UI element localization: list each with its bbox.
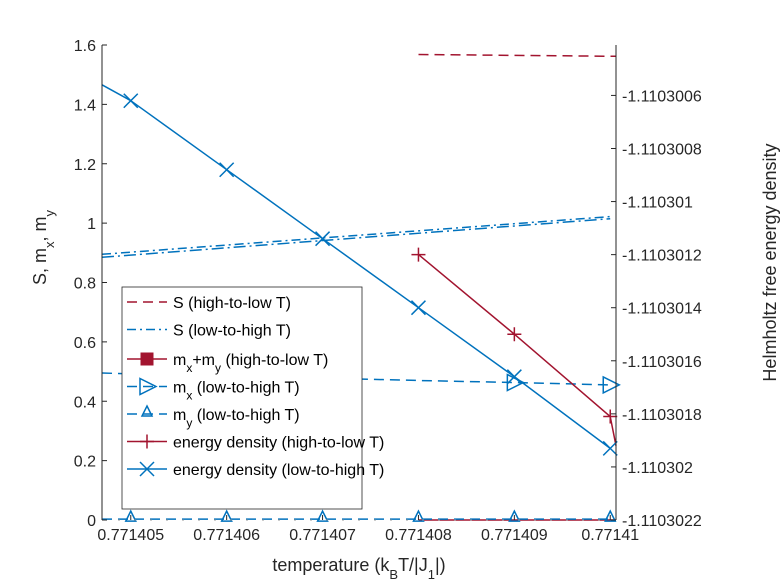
y-right-tick-label: -1.1103016 (622, 354, 702, 371)
series-line-s-low-to-high-t-2 (101, 217, 611, 259)
y-right-tick-label: -1.110301 (622, 195, 693, 212)
x-tick-label: 0.771408 (385, 527, 452, 544)
marker-energy-density-low-to-high-t (315, 231, 331, 247)
y-left-tick-label: 1.4 (74, 97, 96, 114)
marker-energy-density-low-to-high-t (123, 93, 139, 109)
legend-entry: mx (low-to-high T) (127, 377, 300, 403)
marker-m-y-low-to-high-t (412, 509, 425, 522)
y-left-axis-ticks: 0 0.2 0.4 0.6 0.8 1 1.2 1.4 1.6 (74, 38, 107, 530)
marker-energy-density-high-to-low-t (603, 409, 618, 424)
y-right-tick-label: -1.1103008 (622, 141, 702, 158)
y-right-tick-label: -1.110302 (622, 460, 693, 477)
legend-label: energy density (low-to-high T) (173, 462, 384, 479)
x-tick-label: 0.771409 (481, 527, 548, 544)
y-left-tick-label: 1 (87, 216, 96, 233)
marker-m-y-low-to-high-t (508, 509, 521, 522)
marker-energy-density-low-to-high-t (602, 440, 618, 456)
y-left-tick-label: 0.6 (74, 335, 96, 352)
legend-entry: energy density (low-to-high T) (127, 461, 384, 479)
legend-label: mx (low-to-high T) (173, 380, 300, 403)
legend: S (high-to-low T) S (low-to-high T) mx+my … (121, 286, 384, 510)
x-tick-label: 0.771406 (193, 527, 260, 544)
y-left-tick-label: 1.6 (74, 38, 96, 55)
y-left-axis-label: S, mx, my (30, 209, 57, 285)
y-right-tick-label: -1.1103012 (622, 248, 702, 265)
y-left-tick-label: 0.2 (74, 454, 96, 471)
y-left-tick-label: 0.4 (74, 394, 96, 411)
legend-entry: energy density (high-to-low T) (127, 434, 384, 452)
legend-marker-plus (140, 434, 154, 449)
legend-marker-triangle-up (140, 404, 154, 417)
plot-lines (101, 53, 621, 522)
legend-marker-triangle-right (139, 377, 158, 396)
legend-label: my (low-to-high T) (173, 407, 300, 430)
marker-m-y-low-to-high-t (316, 509, 329, 522)
legend-label: mx+my (high-to-low T) (173, 352, 328, 375)
marker-m-y-low-to-high-t (604, 509, 617, 522)
y-left-tick-label: 1.2 (74, 157, 96, 174)
y-right-tick-label: -1.1103022 (622, 513, 702, 530)
x-tick-label: 0.771407 (289, 527, 356, 544)
x-axis-ticks: 0.771405 0.771406 0.771407 0.771408 0.771409… (97, 515, 639, 544)
series-line-energy-density-high-to-low-t (418, 254, 617, 446)
legend-entry: S (low-to-high T) (127, 323, 291, 340)
marker-energy-density-low-to-high-t (410, 300, 426, 316)
y-left-tick-label: 0 (87, 513, 96, 530)
marker-energy-density-high-to-low-t (411, 247, 426, 262)
legend-entry: my (low-to-high T) (127, 404, 300, 430)
y-right-axis-label: Helmholtz free energy density (760, 143, 780, 381)
series-line-s-low-to-high-t (101, 215, 611, 256)
marker-m-x-low-to-high-t (602, 375, 621, 395)
legend-label: S (low-to-high T) (173, 323, 291, 340)
x-tick-label: 0.77141 (581, 527, 639, 544)
x-axis-label: temperature (kBT/|J1|) (272, 555, 445, 582)
y-left-tick-label: 0.8 (74, 276, 96, 293)
series-line-s-high-to-low-t (418, 53, 617, 58)
y-right-tick-label: -1.1103018 (622, 407, 702, 424)
marker-energy-density-low-to-high-t (219, 162, 235, 178)
marker-energy-density-high-to-low-t (507, 327, 522, 342)
legend-entry: mx+my (high-to-low T) (127, 352, 328, 375)
legend-entry: S (high-to-low T) (127, 295, 291, 312)
y-right-axis-ticks: -1.1103006 -1.1103008 -1.110301 -1.1103012 -… (611, 88, 702, 530)
legend-label: S (high-to-low T) (173, 295, 291, 312)
y-right-tick-label: -1.1103006 (622, 88, 702, 105)
marker-energy-density-low-to-high-t (506, 369, 522, 385)
legend-marker-square (140, 352, 154, 366)
marker-m-y-low-to-high-t (220, 509, 233, 522)
marker-m-y-low-to-high-t (124, 509, 137, 522)
legend-marker-x (139, 461, 155, 477)
legend-label: energy density (high-to-low T) (173, 435, 384, 452)
x-tick-label: 0.771405 (97, 527, 164, 544)
y-right-tick-label: -1.1103014 (622, 301, 702, 318)
legend-box (121, 286, 363, 510)
